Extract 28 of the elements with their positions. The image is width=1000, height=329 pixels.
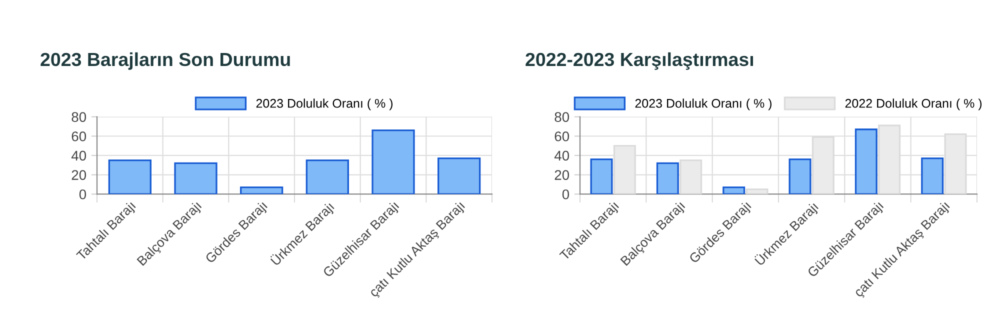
bar [788,158,812,194]
bar [746,188,768,194]
y-tick-label: 40 [554,150,570,161]
y-tick-label: 0 [562,189,570,200]
y-tick-label: 60 [554,131,570,142]
chart-title: 2023 Barajların Son Durumu [40,52,290,70]
y-tick-label: 20 [554,170,570,180]
y-tick-label: 40 [71,150,86,161]
bar [438,158,481,194]
legend-label: 2023 Doluluk Oranı ( % ) [635,98,772,110]
bar [921,158,944,194]
legend-label: 2022 Doluluk Oranı ( % ) [845,98,982,110]
y-tick-label: 80 [72,112,86,122]
bar [372,129,415,194]
bar [306,159,349,194]
chart-title: 2022-2023 Karşılaştırması [526,52,754,70]
bar [590,158,613,194]
bar [722,186,746,194]
y-tick-label: 80 [554,112,570,122]
y-tick-label: 0 [79,189,86,200]
bar [108,159,152,194]
bar [854,128,878,194]
bar [240,186,284,194]
y-tick-label: 60 [72,131,86,142]
legend-label: 2023 Doluluk Oranı ( % ) [256,98,393,110]
bar [656,162,679,194]
bar [174,162,218,194]
y-tick-label: 20 [72,170,86,180]
